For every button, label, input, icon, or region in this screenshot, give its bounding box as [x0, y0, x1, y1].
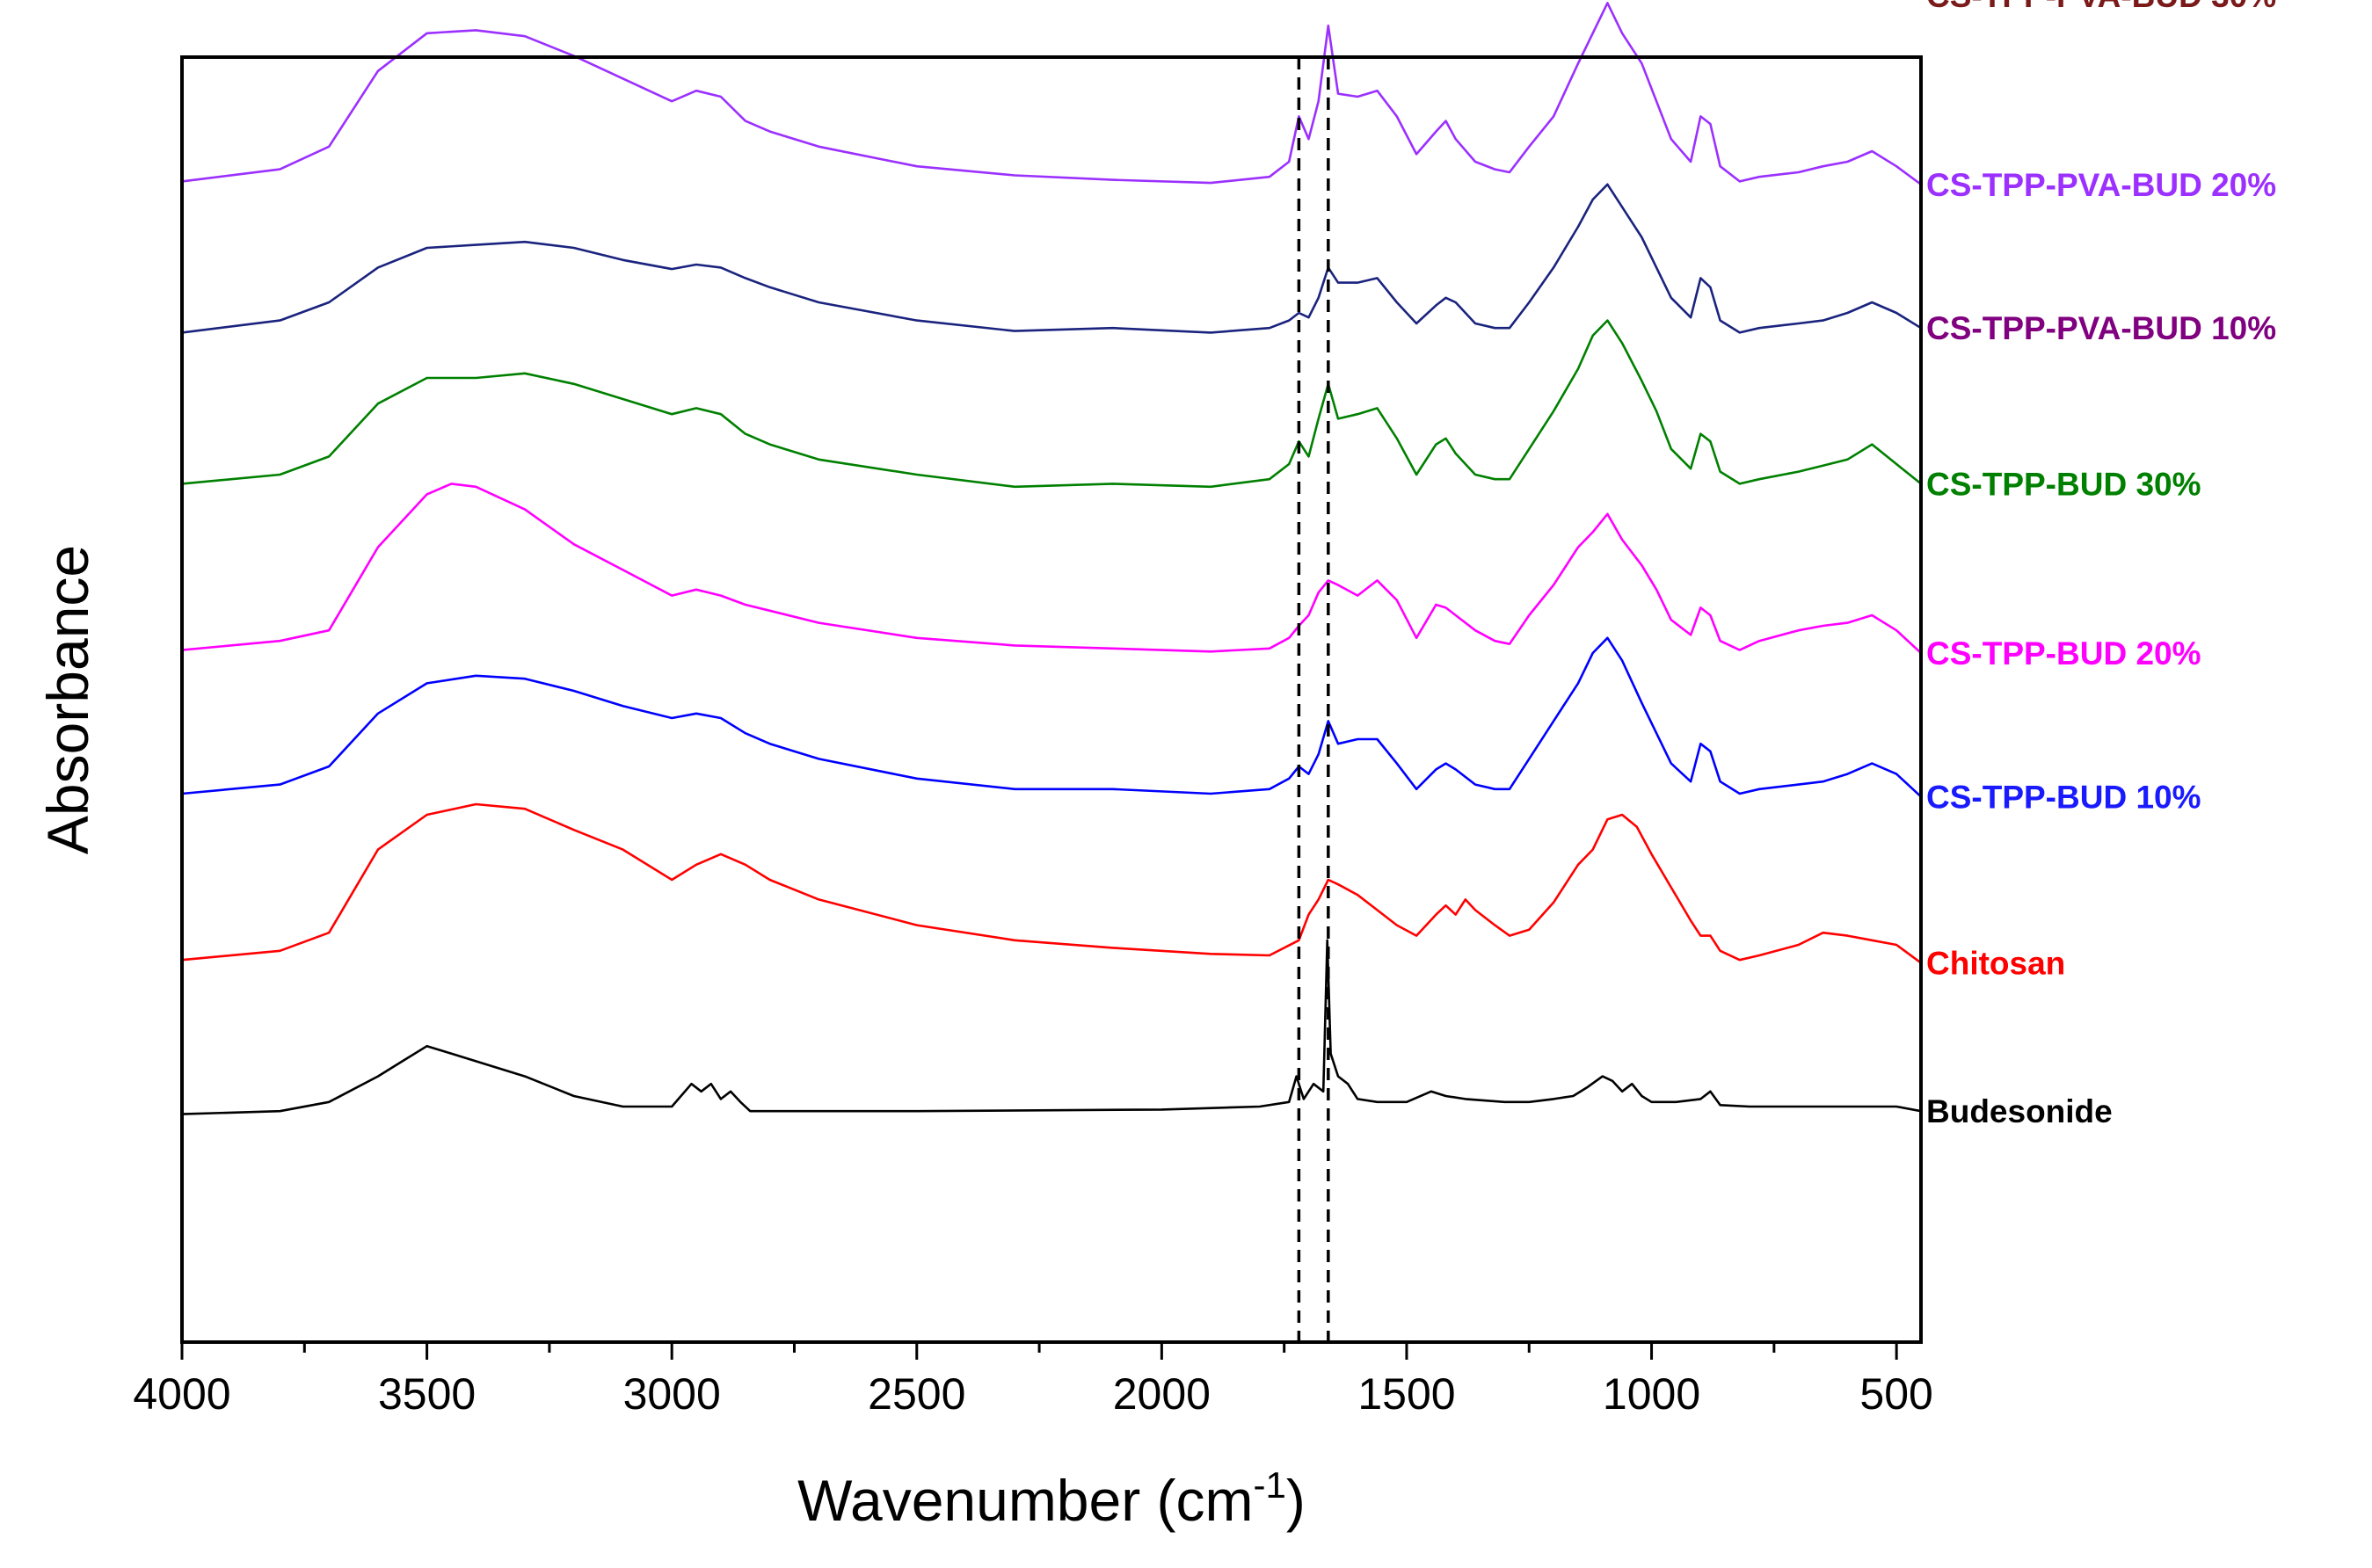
y-axis-title: Absorbance: [35, 545, 100, 854]
x-tick-label-4000: 4000: [133, 1369, 230, 1419]
series-label-cs-tpp-pva-bud-30: CS-TPP-PVA-BUD 30%: [1926, 0, 2276, 14]
series-line-cs-tpp-pva-bud-20: [181, 2, 1922, 185]
x-tick-label-2500: 2500: [868, 1369, 965, 1419]
x-axis-title-suffix: ): [1286, 1468, 1306, 1533]
x-tick-label-2000: 2000: [1113, 1369, 1211, 1419]
x-axis-title: Wavenumber (cm-1): [797, 1464, 1306, 1533]
series-label-cs-tpp-pva-bud-20: CS-TPP-PVA-BUD 20%: [1926, 167, 2276, 203]
series-label-chitosan: Chitosan: [1926, 946, 2065, 982]
plot-frame: [180, 55, 1923, 1344]
x-axis-ticks: [180, 1342, 1898, 1360]
series-line-cs-tpp-pva-bud-10: [181, 183, 1922, 334]
x-tick-label-3500: 3500: [378, 1369, 476, 1419]
series-line-cs-tpp-bud-20: [181, 483, 1922, 654]
series-line-chitosan: [181, 802, 1922, 964]
series-line-budesonide: [181, 939, 1922, 1115]
x-axis-title-main: Wavenumber (cm: [797, 1468, 1253, 1533]
series-lines: [181, 2, 1922, 1115]
reference-lines: [1297, 57, 1330, 1342]
x-tick-label-1500: 1500: [1357, 1369, 1455, 1419]
x-tick-label-1000: 1000: [1603, 1369, 1700, 1419]
series-label-cs-tpp-bud-30: CS-TPP-BUD 30%: [1926, 466, 2201, 502]
series-label-cs-tpp-bud-20: CS-TPP-BUD 20%: [1926, 635, 2201, 671]
x-axis-title-superscript: -1: [1254, 1464, 1286, 1506]
series-label-cs-tpp-bud-10: CS-TPP-BUD 10%: [1926, 779, 2201, 815]
x-tick-label-500: 500: [1859, 1369, 1932, 1419]
series-line-cs-tpp-bud-10: [181, 636, 1922, 798]
x-tick-label-3000: 3000: [623, 1369, 721, 1419]
series-label-budesonide: Budesonide: [1926, 1093, 2113, 1129]
series-label-cs-tpp-pva-bud-10: CS-TPP-PVA-BUD 10%: [1926, 310, 2276, 346]
series-line-cs-tpp-bud-30: [181, 319, 1922, 489]
series-labels: CS-TPP-PVA-BUD 30% CS-TPP-PVA-BUD 20% CS-T…: [1926, 0, 2276, 1129]
x-axis-tick-labels: 4000 3500 3000 2500 2000 1500 1000 500: [133, 1369, 1932, 1419]
